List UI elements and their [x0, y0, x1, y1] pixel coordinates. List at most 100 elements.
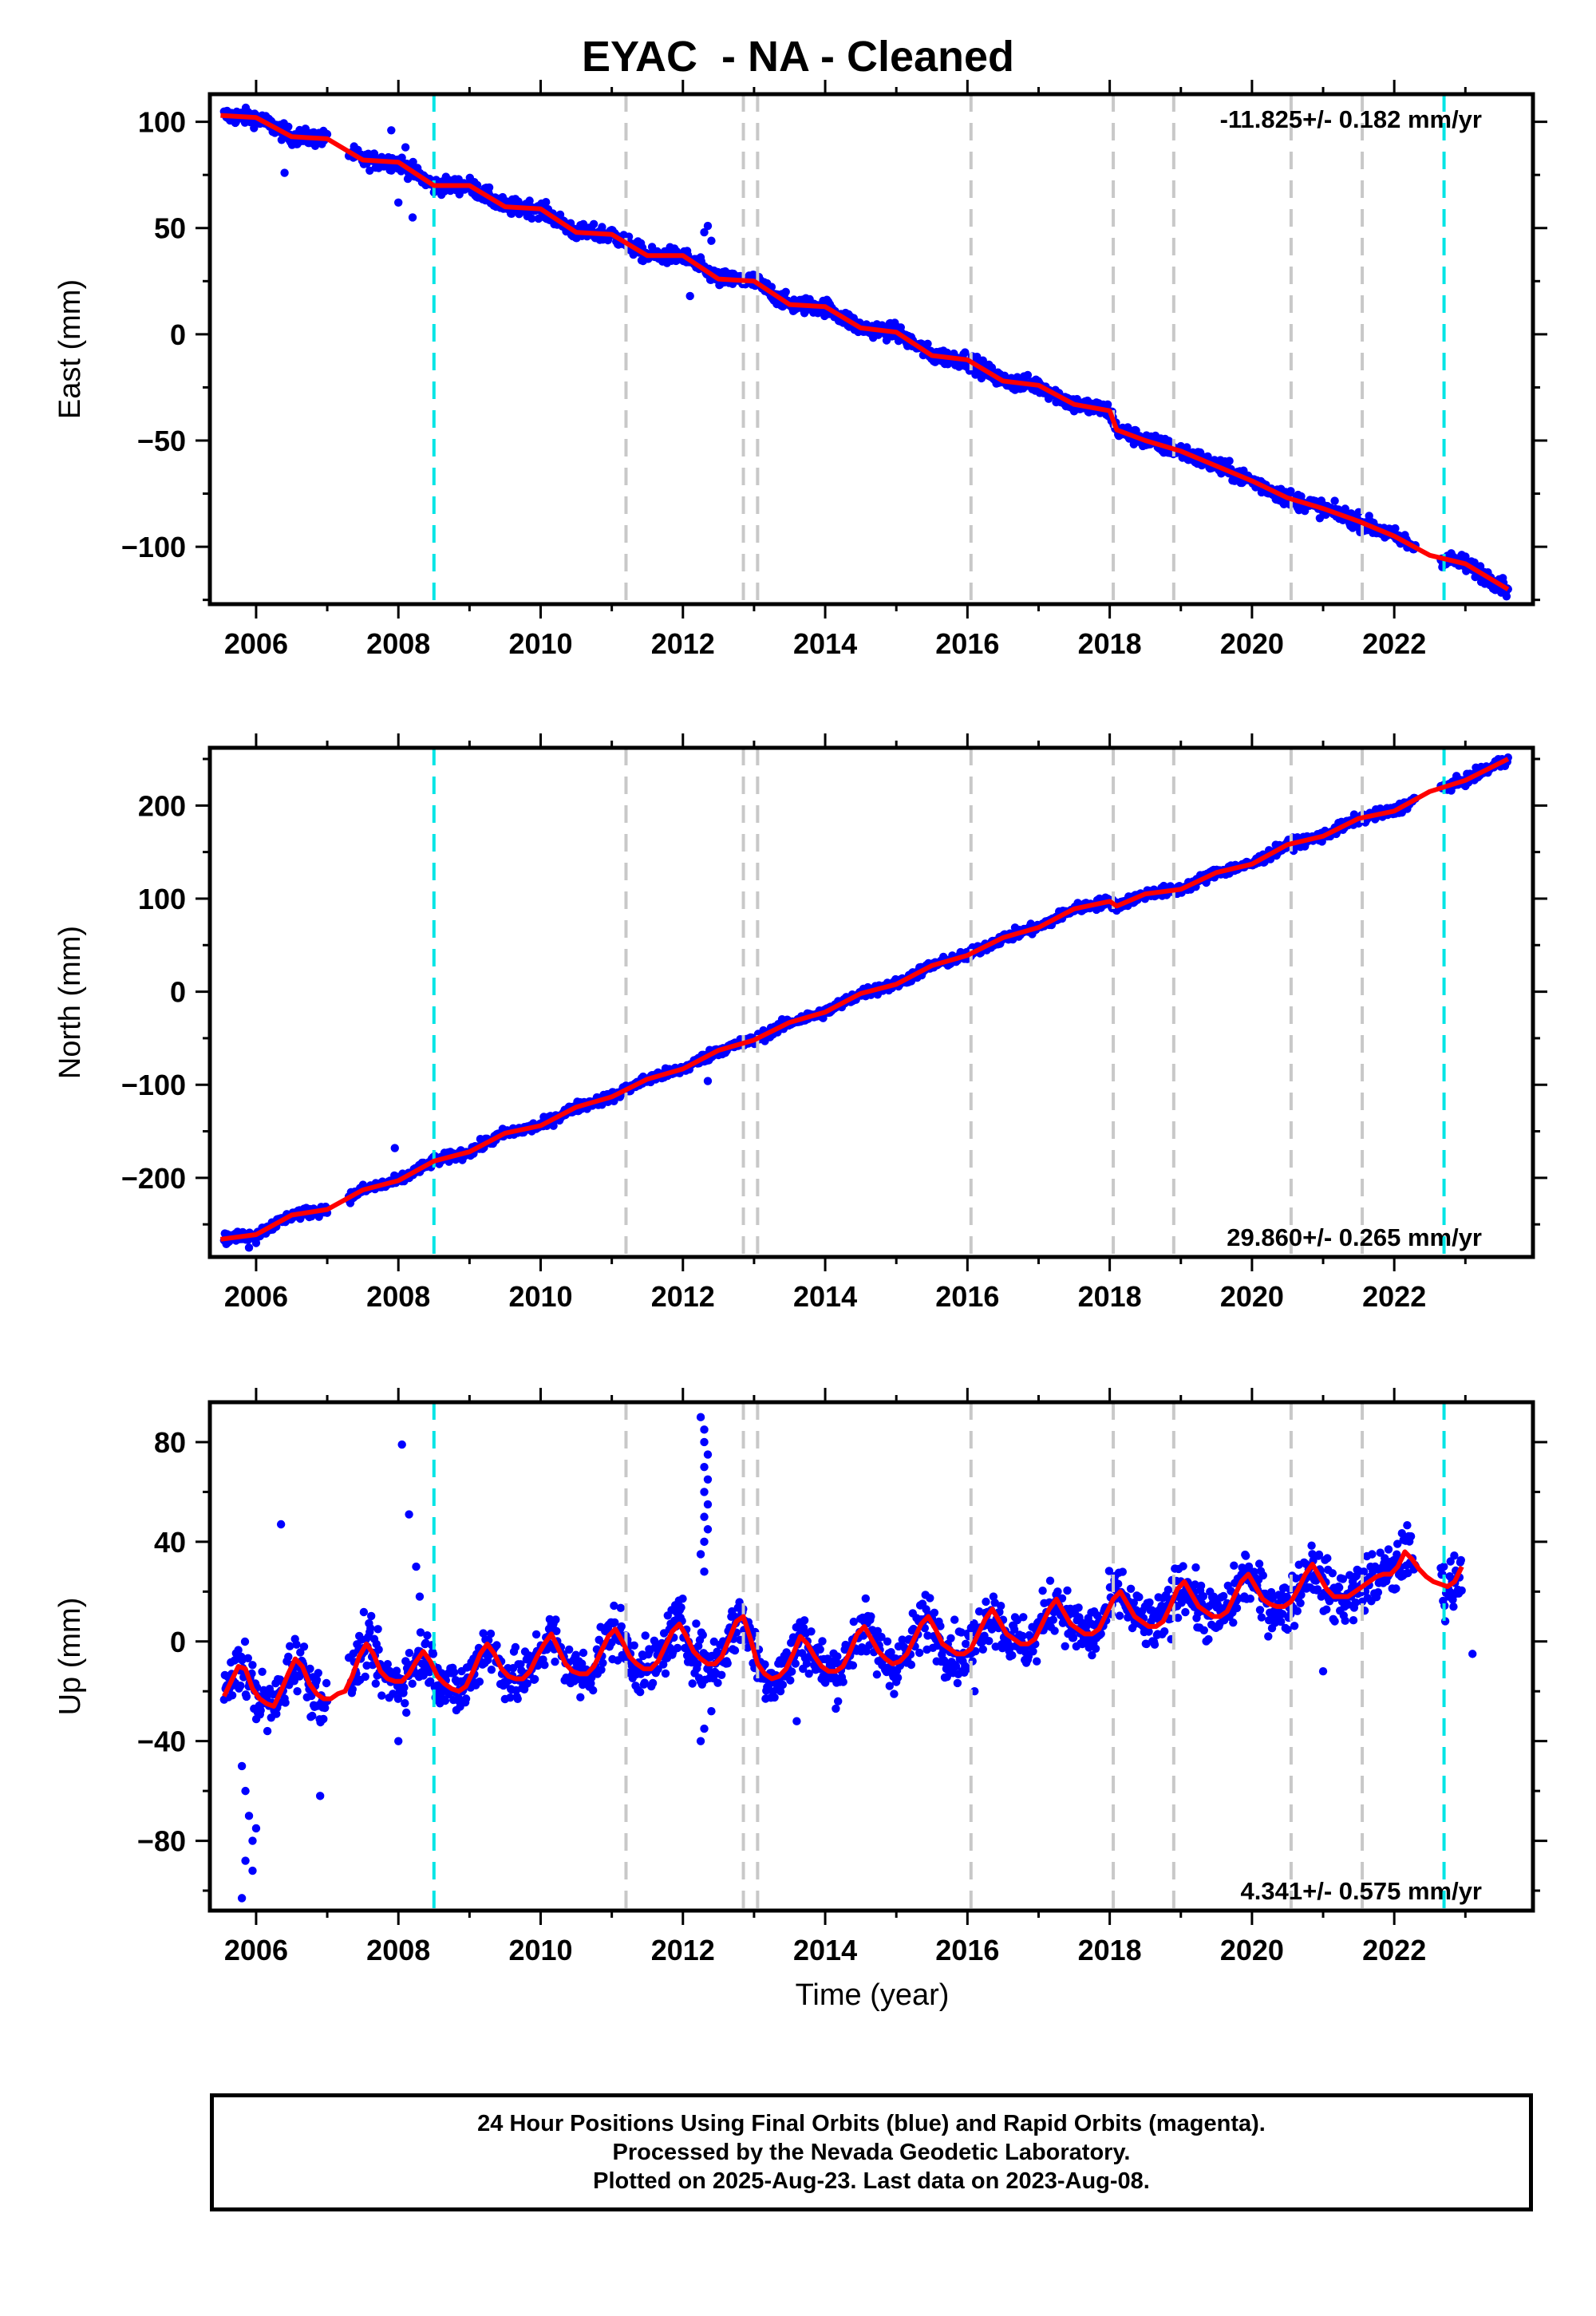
data-point — [1278, 1610, 1287, 1618]
y-tick-label: 100 — [138, 883, 186, 915]
y-tick-label: −100 — [121, 1069, 186, 1101]
data-point — [383, 1660, 392, 1669]
data-point — [236, 1682, 245, 1690]
data-point — [688, 1679, 697, 1688]
data-point — [648, 1678, 658, 1688]
x-tick-label: 2008 — [366, 1280, 430, 1313]
x-tick-label: 2022 — [1362, 627, 1426, 660]
data-point — [641, 1631, 650, 1640]
data-point — [551, 1615, 560, 1624]
data-point — [250, 124, 259, 132]
data-point — [997, 1602, 1005, 1611]
data-point — [804, 1670, 813, 1678]
data-point — [1126, 1584, 1136, 1594]
data-point — [426, 1677, 435, 1686]
data-point — [640, 1678, 649, 1687]
data-point — [807, 1627, 816, 1636]
data-point — [1264, 1632, 1273, 1641]
data-point — [1191, 1563, 1200, 1572]
x-tick-label: 2010 — [508, 627, 572, 660]
data-point — [723, 1659, 732, 1668]
data-point — [1173, 1614, 1183, 1622]
data-point-outlier — [703, 221, 713, 231]
plot-area — [219, 748, 1513, 1257]
data-point — [1183, 443, 1191, 452]
data-point — [1341, 1616, 1349, 1626]
data-point — [1057, 1594, 1067, 1603]
data-point — [292, 1640, 301, 1649]
data-point — [1124, 423, 1132, 432]
data-point — [525, 196, 534, 205]
plot-area — [219, 1402, 1477, 1911]
data-point — [1150, 1640, 1159, 1649]
data-point — [299, 1642, 309, 1651]
y-tick-label: 200 — [138, 789, 186, 822]
data-point — [243, 1654, 252, 1662]
data-point — [540, 1661, 549, 1670]
data-point — [760, 1660, 769, 1669]
panel-1: 2006 2008 2010 2012 2014 2016 2018 2020 20221005… — [53, 80, 1547, 660]
data-point — [527, 214, 536, 223]
x-tick-label: 2018 — [1078, 627, 1142, 660]
data-point — [306, 1664, 314, 1674]
data-point — [373, 1625, 382, 1634]
data-point — [678, 1595, 687, 1603]
x-tick-label: 2018 — [1078, 1280, 1142, 1313]
y-tick-label: −100 — [121, 531, 186, 563]
data-point — [234, 1646, 243, 1654]
data-point — [374, 1645, 383, 1654]
data-point — [597, 1666, 606, 1674]
data-point-outlier — [251, 1239, 261, 1247]
data-point — [240, 1637, 250, 1646]
data-point — [673, 1643, 682, 1653]
data-point — [248, 1661, 257, 1670]
x-tick-label: 2016 — [935, 627, 999, 660]
data-point — [677, 1603, 685, 1612]
data-point — [1314, 1550, 1324, 1559]
data-point — [367, 1611, 376, 1621]
data-point — [1053, 1587, 1062, 1596]
data-point — [942, 1673, 952, 1682]
data-point — [1290, 1622, 1299, 1630]
data-point — [552, 1626, 561, 1635]
data-point — [1338, 1575, 1348, 1583]
data-point — [1225, 456, 1234, 465]
data-point — [1257, 1613, 1266, 1622]
data-point — [1391, 524, 1400, 533]
data-point — [549, 1121, 558, 1130]
data-point — [1335, 1583, 1344, 1592]
data-point-outlier — [244, 1243, 254, 1252]
data-point — [1199, 1592, 1208, 1601]
data-point-outlier — [387, 126, 396, 135]
y-tick-label: −50 — [137, 425, 186, 457]
data-point — [242, 1692, 251, 1701]
data-point — [511, 1642, 520, 1652]
data-point — [848, 1661, 858, 1670]
data-point — [1283, 1625, 1292, 1634]
data-point — [636, 1688, 645, 1697]
data-point — [1061, 1642, 1069, 1650]
data-point-outlier — [703, 1077, 713, 1085]
data-point — [961, 348, 970, 357]
data-point — [423, 1631, 432, 1640]
y-tick-label: 0 — [170, 318, 186, 351]
data-point — [786, 1676, 795, 1685]
data-point — [781, 287, 790, 296]
y-axis-label: East (mm) — [53, 279, 87, 419]
data-point — [523, 1679, 531, 1688]
data-points — [219, 1413, 1477, 1903]
data-point — [735, 1598, 744, 1607]
data-point — [1199, 1626, 1209, 1634]
data-point — [907, 1660, 916, 1670]
data-point-outlier — [408, 213, 417, 222]
data-point — [1258, 1571, 1268, 1580]
data-point — [506, 1694, 515, 1702]
data-point — [1163, 1585, 1173, 1595]
x-tick-label: 2016 — [935, 1280, 999, 1313]
data-point — [513, 1694, 522, 1703]
data-point — [936, 1622, 945, 1630]
data-point — [1033, 1657, 1041, 1666]
data-point — [486, 1629, 496, 1638]
x-tick-label: 2020 — [1220, 1280, 1284, 1313]
data-point — [565, 1645, 574, 1654]
